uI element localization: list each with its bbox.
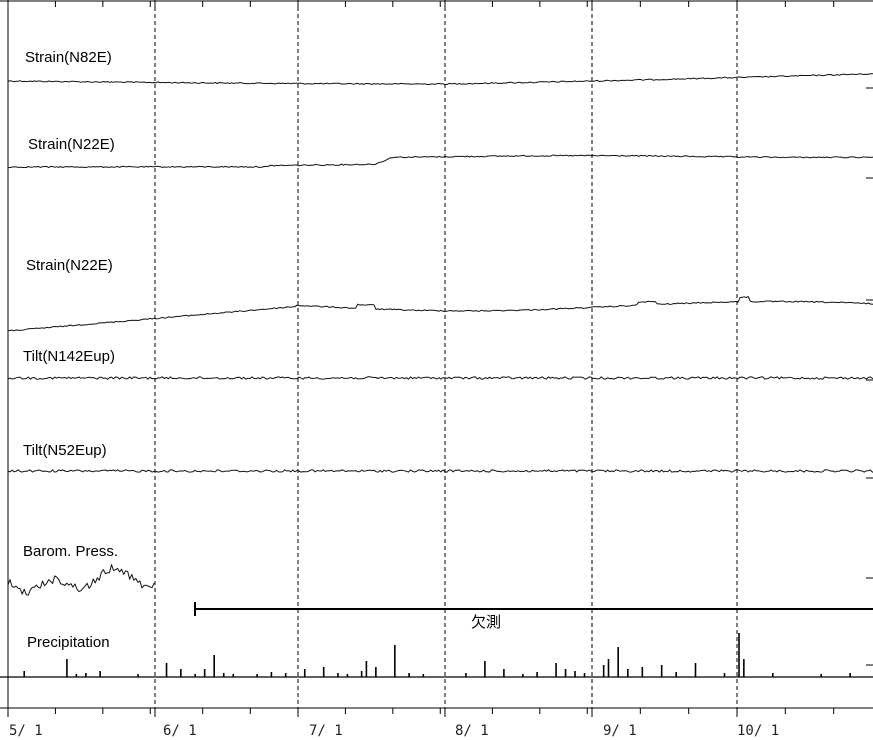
series-label-strain-n82e: Strain(N82E) xyxy=(25,49,112,66)
x-tick-label-8-1: 8/ 1 xyxy=(455,723,489,739)
x-tick-label-5-1: 5/ 1 xyxy=(9,723,43,739)
series-line xyxy=(7,154,873,169)
series-label-tilt-n142eup: Tilt(N142Eup) xyxy=(23,348,115,365)
series-line xyxy=(7,376,873,380)
x-axis-ticks xyxy=(7,1,835,717)
series-line xyxy=(7,296,873,332)
series-line xyxy=(7,73,873,85)
series-label-strain-n22e-1: Strain(N22E) xyxy=(28,136,115,153)
x-tick-label-6-1: 6/ 1 xyxy=(163,723,197,739)
month-gridlines xyxy=(154,0,738,708)
x-tick-label-10-1: 10/ 1 xyxy=(737,723,779,739)
series-label-precipitation: Precipitation xyxy=(27,634,110,651)
series-line xyxy=(7,564,155,596)
series-label-tilt-n52eup: Tilt(N52Eup) xyxy=(23,442,107,459)
series-line xyxy=(7,469,873,473)
series-traces xyxy=(7,73,873,596)
plot-frame xyxy=(0,0,873,709)
x-axis-tick-labels: 5/ 1 6/ 1 7/ 1 8/ 1 9/ 1 10/ 1 xyxy=(9,723,779,739)
x-tick-label-9-1: 9/ 1 xyxy=(603,723,637,739)
precipitation-bars xyxy=(23,633,851,677)
series-label-barom-press: Barom. Press. xyxy=(23,543,118,560)
series-labels: Strain(N82E) Strain(N22E) Strain(N22E) T… xyxy=(23,49,118,651)
series-label-strain-n22e-2: Strain(N22E) xyxy=(26,257,113,274)
missing-data-label: 欠測 xyxy=(471,614,501,631)
x-tick-label-7-1: 7/ 1 xyxy=(309,723,343,739)
missing-data-marker: 欠測 xyxy=(194,602,873,631)
